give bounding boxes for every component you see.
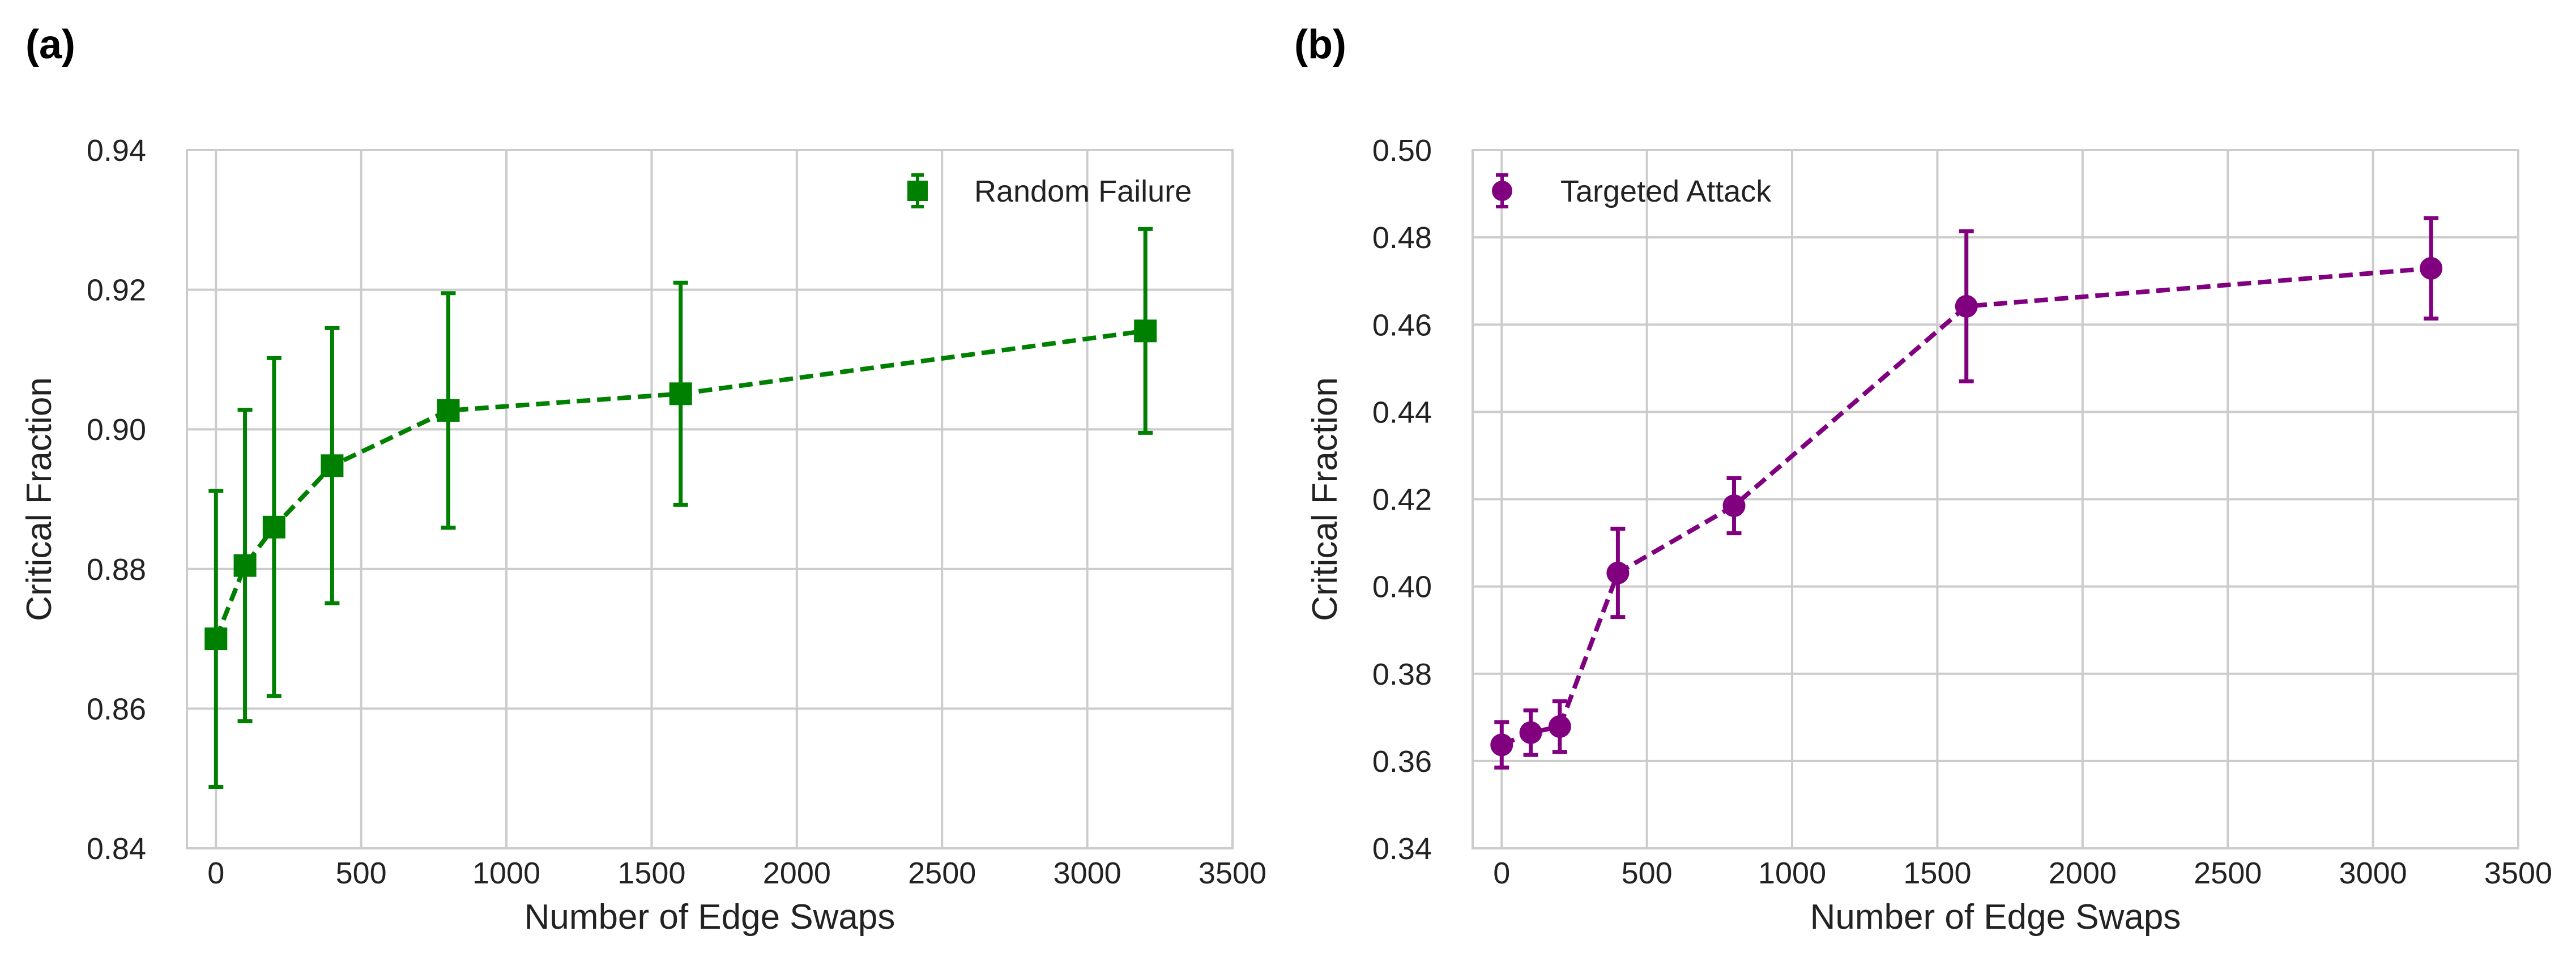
y-tick-label: 0.92 — [87, 274, 146, 307]
data-point — [1548, 715, 1571, 738]
y-tick-label: 0.42 — [1372, 483, 1432, 517]
x-tick-label: 0 — [1493, 856, 1510, 890]
y-tick-labels-b: 0.34 0.36 0.38 0.40 0.42 0.44 0.46 0.48 0.50 — [1372, 134, 1432, 866]
legend-b: Targeted Attack — [1492, 173, 1772, 208]
grid-a — [187, 149, 1234, 849]
panel-label-b: (b) — [1294, 22, 1346, 67]
series-b — [1490, 216, 2443, 770]
x-axis-label-a: Number of Edge Swaps — [524, 898, 895, 937]
x-tick-label: 2000 — [763, 856, 831, 890]
panel-a: (a) 0 500 1000 1500 2000 2500 3000 3500 0.840.8… — [20, 22, 1266, 937]
legend-marker-b — [1492, 173, 1512, 208]
x-tick-label: 3500 — [2484, 856, 2552, 890]
y-tick-label: 0.50 — [1372, 134, 1432, 168]
x-tick-label: 500 — [1622, 856, 1673, 890]
data-point — [1490, 733, 1513, 757]
y-tick-label: 0.90 — [87, 413, 146, 447]
y-tick-label: 0.34 — [1372, 832, 1432, 866]
panel-b: (b) 0 500 1000 1500 2000 2500 3000 3500 0.340.3… — [1294, 22, 2552, 937]
x-tick-label: 0 — [207, 856, 224, 890]
x-tick-label: 3000 — [1054, 856, 1121, 890]
y-axis-label-a: Critical Fraction — [20, 377, 59, 621]
data-point — [2420, 257, 2443, 280]
x-tick-label: 1500 — [1903, 856, 1971, 890]
y-tick-label: 0.86 — [87, 692, 146, 726]
x-tick-label: 2500 — [2194, 856, 2262, 890]
plot-frame-a — [186, 149, 1234, 849]
x-tick-label: 2500 — [908, 856, 976, 890]
panel-label-a: (a) — [25, 22, 75, 67]
legend-label-targeted-attack: Targeted Attack — [1560, 174, 1772, 208]
series-a — [204, 227, 1157, 789]
grid-b — [1473, 149, 2519, 849]
data-point — [1519, 721, 1542, 744]
y-tick-label: 0.44 — [1372, 395, 1432, 429]
data-point — [1722, 494, 1746, 518]
data-point — [204, 627, 228, 651]
y-tick-label: 0.48 — [1372, 221, 1432, 255]
legend-label-random-failure: Random Failure — [974, 174, 1192, 208]
data-point — [321, 454, 344, 477]
y-tick-labels-a: 0.84 0.86 0.88 0.90 0.92 0.94 — [87, 134, 146, 866]
x-tick-label: 3500 — [1199, 856, 1266, 890]
y-tick-label: 0.94 — [87, 134, 146, 168]
y-tick-label: 0.36 — [1372, 745, 1432, 779]
data-point — [262, 515, 285, 539]
y-tick-label: 0.84 — [87, 832, 146, 866]
x-tick-label: 3000 — [2339, 856, 2407, 890]
data-point — [1606, 561, 1630, 584]
legend-a: Random Failure — [907, 173, 1192, 208]
x-tick-labels-a: 0 500 1000 1500 2000 2500 3000 3500 — [207, 856, 1266, 890]
data-point — [233, 554, 257, 577]
x-tick-label: 1500 — [617, 856, 685, 890]
y-axis-label-b: Critical Fraction — [1306, 377, 1345, 621]
legend-marker-a — [907, 173, 928, 208]
x-tick-label: 1000 — [472, 856, 540, 890]
data-point — [437, 399, 460, 422]
plot-frame-b — [1472, 149, 2519, 849]
x-tick-labels-b: 0 500 1000 1500 2000 2500 3000 3500 — [1493, 856, 2552, 890]
x-tick-label: 500 — [336, 856, 387, 890]
data-point — [1955, 294, 1978, 318]
x-tick-label: 2000 — [2049, 856, 2117, 890]
y-tick-label: 0.38 — [1372, 657, 1432, 691]
y-tick-label: 0.88 — [87, 553, 146, 587]
y-tick-label: 0.40 — [1372, 570, 1432, 604]
data-point — [669, 382, 692, 405]
x-axis-label-b: Number of Edge Swaps — [1810, 898, 2181, 937]
y-tick-label: 0.46 — [1372, 308, 1432, 342]
x-tick-label: 1000 — [1758, 856, 1826, 890]
data-point — [1134, 319, 1157, 343]
